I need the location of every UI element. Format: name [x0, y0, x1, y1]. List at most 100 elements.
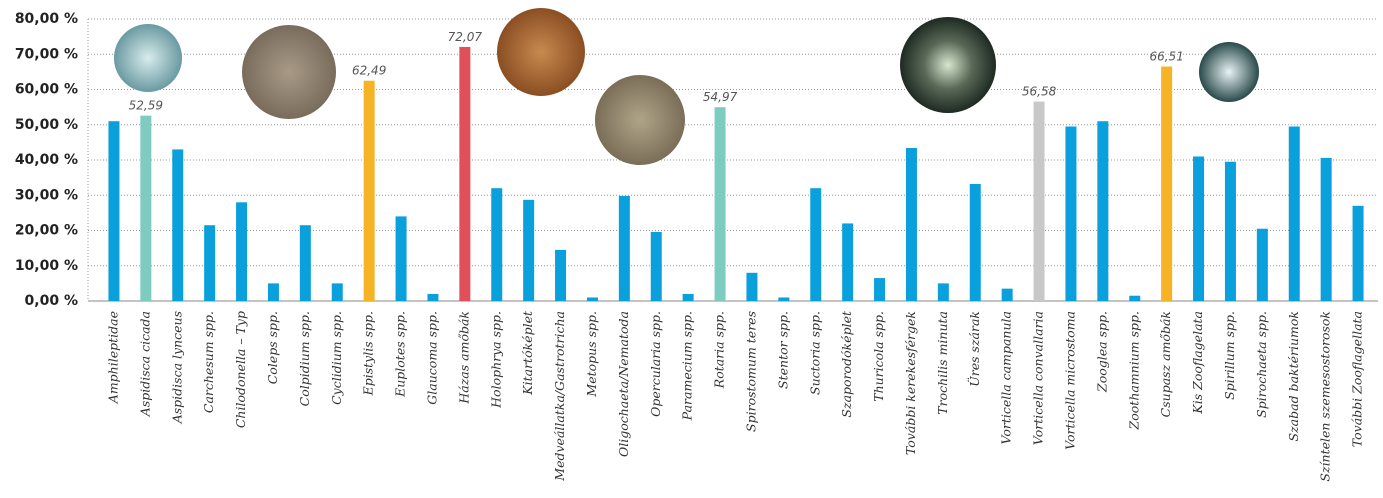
bar — [204, 225, 216, 301]
bar — [299, 225, 311, 301]
bar — [363, 80, 375, 301]
bar — [459, 46, 471, 302]
photo — [1199, 42, 1259, 102]
x-tick-label: Suctoria spp. — [807, 311, 822, 395]
bar — [586, 297, 598, 301]
x-tick-label: Zoothamnium spp. — [1126, 311, 1141, 430]
x-tick-label: Opercularia spp. — [648, 311, 663, 417]
bar — [1033, 101, 1045, 301]
x-tick-label: Medveállatka/Gastrotricha — [552, 311, 567, 482]
photo — [595, 75, 685, 165]
x-tick-label: Házas amőbák — [456, 311, 471, 405]
bar — [1288, 126, 1300, 301]
bar — [618, 195, 630, 301]
photo — [242, 25, 336, 119]
bar — [1224, 161, 1236, 301]
bar — [108, 121, 120, 301]
value-label: 56,58 — [1022, 85, 1057, 99]
bar — [140, 115, 152, 302]
bar — [1352, 205, 1364, 301]
value-label: 52,59 — [129, 99, 163, 113]
bar — [746, 272, 758, 301]
value-label: 62,49 — [352, 64, 386, 78]
bar — [1161, 66, 1173, 301]
x-tick-label: Stentor spp. — [775, 311, 790, 389]
bar — [1001, 288, 1013, 301]
bar — [810, 188, 822, 301]
x-tick-label: Színtelen szemesostorosok — [1318, 311, 1333, 482]
bar — [331, 283, 343, 301]
bar — [778, 297, 790, 301]
x-tick-label: Paramecium spp. — [680, 311, 695, 421]
x-tick-label: Szaporodóképlet — [839, 310, 854, 418]
x-tick-label: Spirochaeta spp. — [1254, 311, 1269, 418]
value-label: 54,97 — [703, 90, 738, 104]
bar — [555, 249, 567, 301]
photo — [900, 17, 996, 113]
x-tick-label: Trochilis minuta — [935, 311, 950, 415]
y-tick-label: 10,00 % — [15, 258, 78, 274]
bar — [236, 202, 248, 301]
x-tick-label: Vorticella campanula — [999, 311, 1014, 445]
bar — [874, 278, 886, 301]
x-tick-label: Holophrya spp. — [488, 311, 503, 409]
bar — [1320, 157, 1332, 301]
bar — [937, 283, 949, 301]
y-tick-label: 50,00 % — [15, 117, 78, 133]
x-tick-label: Carchesum spp. — [201, 311, 216, 413]
photo — [497, 8, 585, 96]
bar — [267, 283, 279, 301]
bar — [1065, 126, 1077, 301]
value-label: 72,07 — [448, 30, 483, 44]
x-tick-label: Vorticella microstoma — [1062, 311, 1077, 450]
x-tick-label: Coleps spp. — [265, 311, 280, 384]
bar — [969, 183, 981, 301]
y-tick-label: 20,00 % — [15, 223, 78, 239]
x-tick-label: Amphileptidae — [105, 311, 120, 404]
x-tick-label: Euplotes spp. — [393, 311, 408, 398]
x-tick-label: Kis Zooflagelata — [1190, 311, 1205, 415]
x-tick-label: Rotaria spp. — [712, 311, 727, 389]
photo — [114, 24, 182, 92]
x-tick-label: Metopus spp. — [584, 311, 599, 398]
bar — [395, 216, 407, 301]
x-tick-label: Chilodonella – Typ — [233, 311, 248, 428]
bar — [491, 188, 503, 301]
x-tick-label: Oligochaeta/Nematoda — [616, 311, 631, 457]
bar — [427, 293, 439, 301]
bar — [905, 148, 917, 301]
x-tick-label: Spirillum spp. — [1222, 311, 1237, 400]
x-tick-label: További kerekesférgek — [903, 311, 918, 455]
bar — [523, 199, 535, 301]
x-tick-label: Üres szárak — [966, 311, 982, 387]
x-tick-label: Szabad baktériumok — [1286, 311, 1301, 441]
y-tick-label: 80,00 % — [15, 11, 78, 27]
x-tick-label: Spirostomum teres — [743, 311, 758, 432]
bar — [1256, 228, 1268, 301]
bar — [1129, 295, 1141, 301]
x-tick-label: Vorticella convallaria — [1031, 311, 1046, 445]
y-tick-label: 70,00 % — [15, 46, 78, 62]
x-tick-label: Zooglea spp. — [1094, 311, 1109, 393]
y-tick-label: 0,00 % — [25, 293, 78, 309]
x-tick-label: Colpidium spp. — [297, 311, 312, 406]
x-tick-label: Aspidisca cicada — [137, 311, 152, 417]
bar — [1097, 121, 1109, 301]
y-tick-label: 30,00 % — [15, 187, 78, 203]
y-tick-label: 40,00 % — [15, 152, 78, 168]
x-tick-label: Glaucoma spp. — [424, 311, 439, 405]
x-tick-label: Csupasz amőbák — [1158, 311, 1173, 417]
bar — [682, 293, 694, 301]
bar — [650, 231, 662, 301]
y-tick-label: 60,00 % — [15, 82, 78, 98]
x-tick-label: Aspidisca lynceus — [169, 311, 184, 424]
value-label: 66,51 — [1149, 50, 1183, 64]
x-tick-label: Cyclidium spp. — [329, 311, 344, 405]
x-tick-label: Thuricola spp. — [871, 311, 886, 402]
x-tick-label: Kitartóképlet — [520, 310, 535, 396]
x-tick-label: További Zooflagellata — [1350, 311, 1365, 447]
bar — [1193, 156, 1205, 301]
x-tick-label: Epistylis spp. — [361, 311, 376, 396]
photos — [114, 8, 1259, 165]
